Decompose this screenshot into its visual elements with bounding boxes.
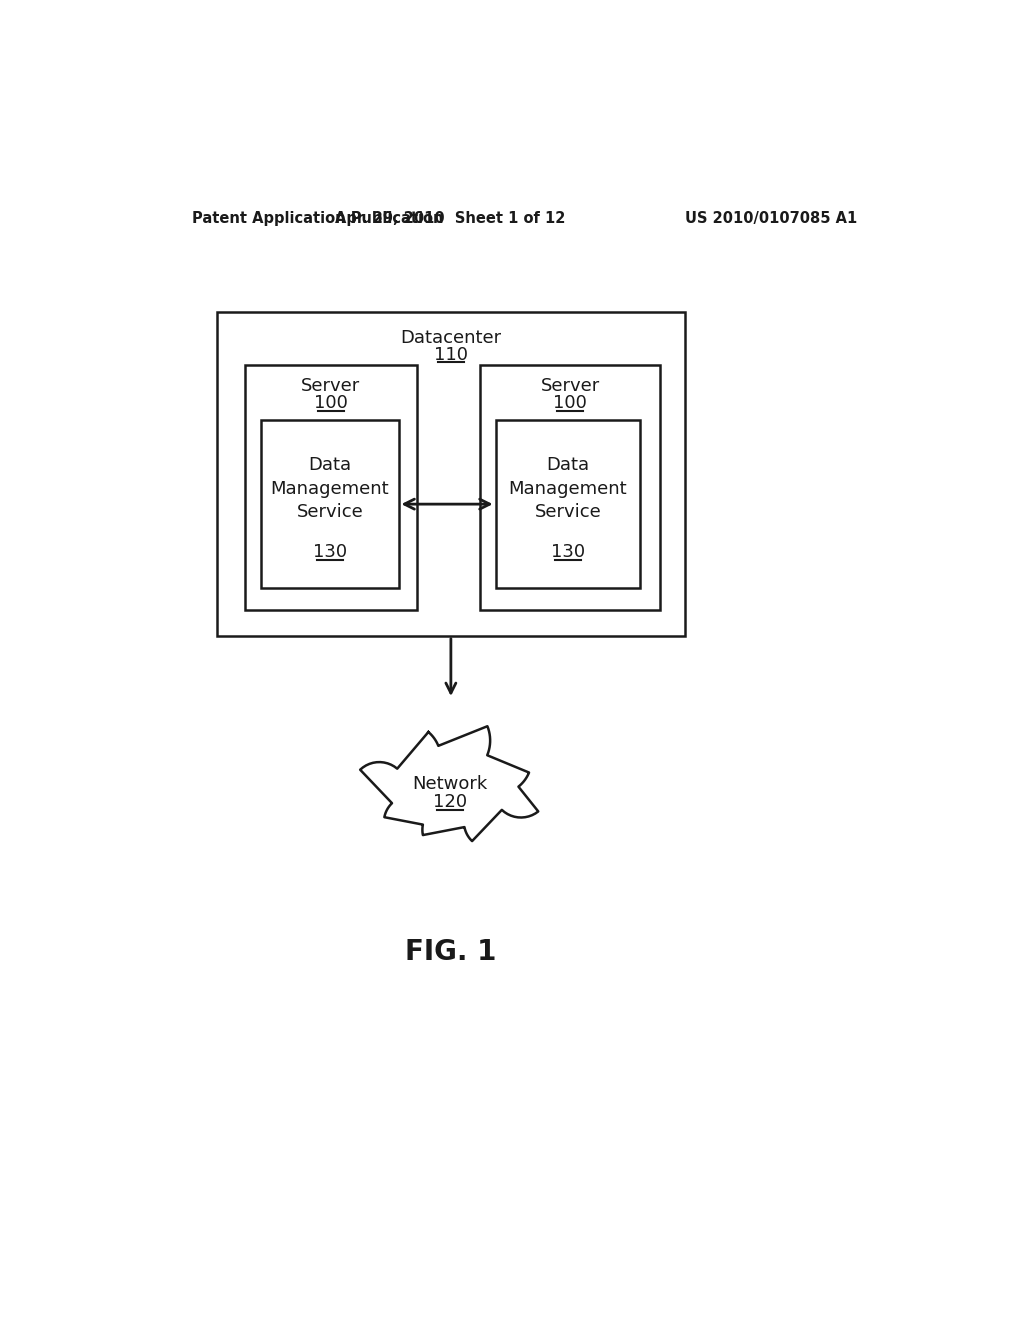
Text: Patent Application Publication: Patent Application Publication	[193, 211, 443, 226]
Bar	[496, 420, 640, 589]
Text: Server: Server	[301, 378, 360, 395]
Bar	[261, 420, 398, 589]
Bar	[245, 364, 417, 610]
Text: Network: Network	[413, 775, 487, 793]
Text: Data
Management
Service: Data Management Service	[270, 457, 389, 521]
Text: 110: 110	[434, 346, 468, 364]
Text: Server: Server	[541, 378, 600, 395]
Polygon shape	[360, 726, 539, 841]
Text: FIG. 1: FIG. 1	[406, 937, 497, 965]
Text: 100: 100	[313, 395, 348, 412]
Text: 120: 120	[433, 793, 467, 810]
Text: 130: 130	[313, 543, 347, 561]
Text: Datacenter: Datacenter	[400, 329, 502, 347]
Bar	[480, 364, 660, 610]
Text: Apr. 29, 2010  Sheet 1 of 12: Apr. 29, 2010 Sheet 1 of 12	[335, 211, 565, 226]
Text: US 2010/0107085 A1: US 2010/0107085 A1	[685, 211, 857, 226]
Text: 130: 130	[551, 543, 585, 561]
Text: 100: 100	[553, 395, 587, 412]
Text: Data
Management
Service: Data Management Service	[509, 457, 628, 521]
Bar	[217, 313, 685, 636]
